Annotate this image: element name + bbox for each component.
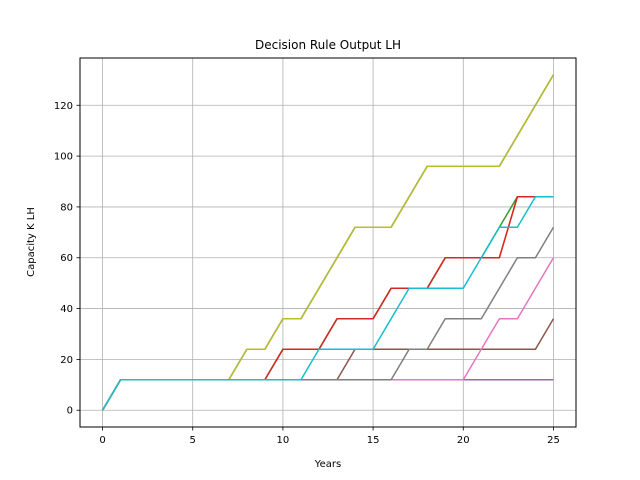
y-tick-label: 20 <box>60 355 73 366</box>
y-tick-label: 100 <box>54 152 73 163</box>
x-axis-label: Years <box>314 459 341 470</box>
tick-layer: 0 5 10 15 20 25 0 20 40 60 80 100 120 <box>54 101 560 446</box>
series-line-8 <box>101 226 555 411</box>
y-axis-label: Capacity K LH <box>26 207 37 277</box>
plot-frame <box>79 57 577 428</box>
y-tick-label: 0 <box>67 406 73 417</box>
y-tick-label: 40 <box>60 304 73 315</box>
x-tick-label: 20 <box>457 435 470 446</box>
series-line-10 <box>101 196 554 411</box>
x-tick-label: 0 <box>99 435 105 446</box>
y-tick-label: 120 <box>54 101 73 112</box>
y-tick-label: 80 <box>60 202 73 213</box>
x-tick-label: 5 <box>190 435 196 446</box>
chart-title: Decision Rule Output LH <box>255 38 401 52</box>
series-line-9 <box>101 74 555 411</box>
x-tick-label: 10 <box>277 435 290 446</box>
y-tick-label: 60 <box>60 253 73 264</box>
x-tick-label: 25 <box>547 435 560 446</box>
x-tick-label: 15 <box>367 435 380 446</box>
series-layer <box>101 74 555 411</box>
